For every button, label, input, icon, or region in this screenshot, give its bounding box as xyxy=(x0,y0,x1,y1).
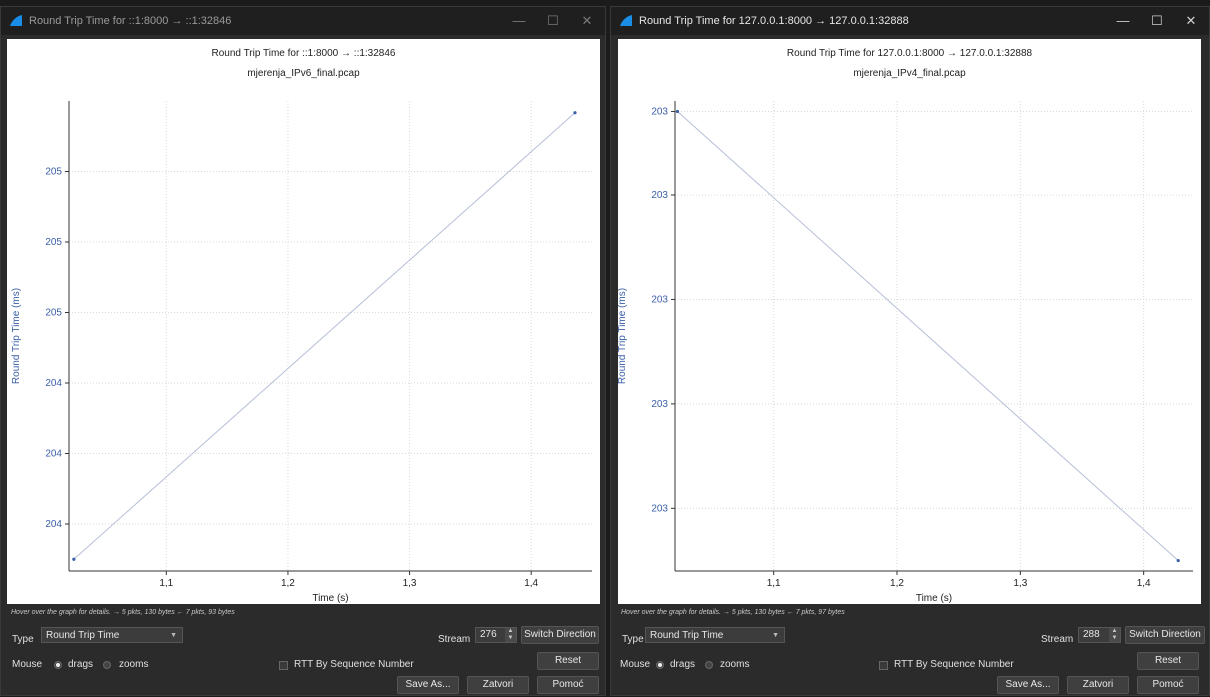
save-as-button[interactable]: Save As... xyxy=(997,676,1059,694)
close-window-button[interactable]: ✕ xyxy=(581,13,593,28)
rtt-series-line xyxy=(677,111,1179,561)
rtt-window-ipv6: Round Trip Time for ::1:8000 → ::1:32846… xyxy=(0,6,606,696)
reset-button[interactable]: Reset xyxy=(1137,652,1199,670)
dropdown-arrow-icon: ▼ xyxy=(170,632,177,639)
drags-label: drags xyxy=(68,659,94,670)
drags-radio[interactable] xyxy=(656,661,664,669)
drags-radio[interactable] xyxy=(54,661,62,669)
switch-direction-button[interactable]: Switch Direction xyxy=(521,626,599,644)
y-tick-label: 205 xyxy=(45,308,62,319)
stepper-arrows-icon[interactable]: ▲ ▼ xyxy=(505,628,516,642)
window-title: Round Trip Time for 127.0.0.1:8000 → 127… xyxy=(639,15,909,27)
x-tick-label: 1,1 xyxy=(159,578,173,589)
rtt-by-seq-checkbox[interactable] xyxy=(279,661,288,670)
plot-subtitle: mjerenja_IPv4_final.pcap xyxy=(853,68,966,79)
rtt-data-point xyxy=(72,557,76,561)
type-label: Type xyxy=(622,634,644,645)
help-button[interactable]: Pomoć xyxy=(1137,676,1199,694)
x-axis-label: Time (s) xyxy=(916,593,952,604)
zooms-label: zooms xyxy=(119,659,149,670)
title-bar: Round Trip Time for ::1:8000 → ::1:32846… xyxy=(1,7,605,35)
y-tick-label: 203 xyxy=(651,190,668,201)
rtt-data-point xyxy=(675,109,680,114)
plot-title: Round Trip Time for 127.0.0.1:8000 → 127… xyxy=(786,48,1033,59)
plot-title: Round Trip Time for ::1:8000 → ::1:32846 xyxy=(211,48,396,59)
status-text: Hover over the graph for details. → 5 pk… xyxy=(11,609,235,616)
maximize-button[interactable]: ☐ xyxy=(1151,13,1163,28)
y-tick-label: 203 xyxy=(651,294,668,305)
type-label: Type xyxy=(12,634,34,645)
close-button[interactable]: Zatvori xyxy=(467,676,529,694)
zooms-radio[interactable] xyxy=(103,661,111,669)
y-tick-label: 203 xyxy=(651,106,668,117)
mouse-label: Mouse xyxy=(620,659,651,670)
status-text: Hover over the graph for details. → 5 pk… xyxy=(621,609,845,616)
stream-value: 276 xyxy=(480,629,497,640)
graph-area[interactable]: Round Trip Time for 127.0.0.1:8000 → 127… xyxy=(618,39,1201,604)
type-select-value: Round Trip Time xyxy=(650,630,724,641)
x-tick-label: 1,4 xyxy=(1137,578,1151,589)
y-tick-label: 205 xyxy=(45,237,62,248)
y-tick-label: 203 xyxy=(651,399,668,410)
zooms-label: zooms xyxy=(720,659,750,670)
rtt-series-line xyxy=(73,112,576,560)
stream-spinbox[interactable]: 288 ▲ ▼ xyxy=(1078,627,1121,643)
save-as-button[interactable]: Save As... xyxy=(397,676,459,694)
stream-value: 288 xyxy=(1083,629,1100,640)
rtt-data-point xyxy=(1176,558,1180,563)
wireshark-fin-icon xyxy=(620,15,632,26)
x-tick-label: 1,2 xyxy=(890,578,904,589)
title-bar: Round Trip Time for 127.0.0.1:8000 → 127… xyxy=(611,7,1209,35)
close-window-button[interactable]: ✕ xyxy=(1185,13,1197,28)
x-tick-label: 1,4 xyxy=(524,578,538,589)
window-title: Round Trip Time for ::1:8000 → ::1:32846 xyxy=(29,15,232,27)
close-button[interactable]: Zatvori xyxy=(1067,676,1129,694)
dropdown-arrow-icon: ▼ xyxy=(772,632,779,639)
maximize-button[interactable]: ☐ xyxy=(547,13,559,28)
rtt-by-seq-checkbox[interactable] xyxy=(879,661,888,670)
stream-spinbox[interactable]: 276 ▲ ▼ xyxy=(475,627,517,643)
minimize-button[interactable]: — xyxy=(512,13,526,28)
x-tick-label: 1,3 xyxy=(1013,578,1027,589)
x-axis-label: Time (s) xyxy=(312,593,348,604)
plot-subtitle: mjerenja_IPv6_final.pcap xyxy=(247,68,360,79)
type-select-value: Round Trip Time xyxy=(46,630,120,641)
y-axis-label: Round Trip Time (ms) xyxy=(618,288,628,384)
y-tick-label: 204 xyxy=(45,449,62,460)
y-tick-label: 204 xyxy=(45,519,62,530)
stepper-arrows-icon[interactable]: ▲ ▼ xyxy=(1109,628,1120,642)
switch-direction-button[interactable]: Switch Direction xyxy=(1125,626,1205,644)
y-tick-label: 205 xyxy=(45,167,62,178)
type-select[interactable]: Round Trip Time ▼ xyxy=(41,627,183,643)
y-axis-label: Round Trip Time (ms) xyxy=(11,288,22,384)
rtt-chart[interactable]: 1,1 1,2 1,3 1,4 203 203 203 203 203 Time (s) Round… xyxy=(618,39,1201,604)
x-tick-label: 1,1 xyxy=(767,578,781,589)
stream-label: Stream xyxy=(438,634,471,645)
stream-label: Stream xyxy=(1041,634,1074,645)
reset-button[interactable]: Reset xyxy=(537,652,599,670)
x-tick-label: 1,2 xyxy=(281,578,295,589)
y-tick-label: 204 xyxy=(45,378,62,389)
zooms-radio[interactable] xyxy=(705,661,713,669)
y-tick-label: 203 xyxy=(651,503,668,514)
drags-label: drags xyxy=(670,659,696,670)
help-button[interactable]: Pomoć xyxy=(537,676,599,694)
rtt-window-ipv4: Round Trip Time for 127.0.0.1:8000 → 127… xyxy=(610,6,1210,696)
type-select[interactable]: Round Trip Time ▼ xyxy=(645,627,785,643)
minimize-button[interactable]: — xyxy=(1116,13,1130,28)
x-tick-label: 1,3 xyxy=(403,578,417,589)
wireshark-fin-icon xyxy=(10,15,22,26)
rtt-by-seq-label: RTT By Sequence Number xyxy=(894,659,1014,670)
rtt-data-point xyxy=(573,111,577,115)
mouse-label: Mouse xyxy=(12,659,43,670)
rtt-by-seq-label: RTT By Sequence Number xyxy=(294,659,414,670)
graph-area[interactable]: Round Trip Time for ::1:8000 → ::1:32846… xyxy=(7,39,600,604)
